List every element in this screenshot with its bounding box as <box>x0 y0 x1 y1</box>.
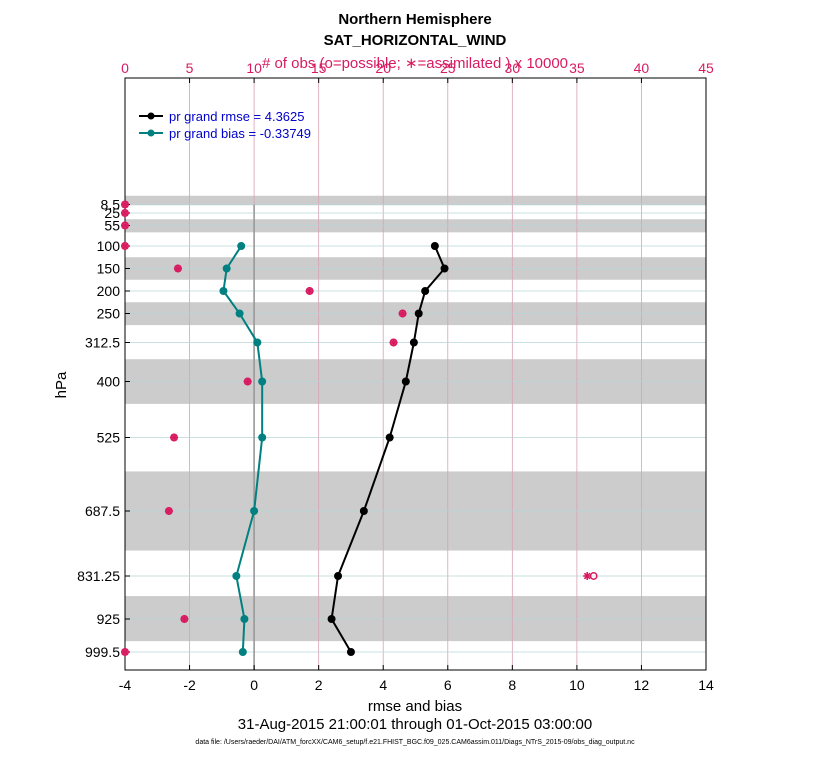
rmse-point <box>440 264 449 273</box>
top-axis-label: # of obs (o=possible; ∗=assimilated ) x … <box>262 55 568 72</box>
bias-point <box>258 377 267 386</box>
obs-assimilated-marker <box>121 242 129 250</box>
obs-assimilated-marker <box>121 648 129 656</box>
bias-point <box>258 433 267 442</box>
rmse-point <box>327 615 336 623</box>
x-tick-label: 8 <box>508 677 516 693</box>
top-tick-label: 10 <box>246 60 262 76</box>
rmse-point <box>385 433 394 442</box>
x-tick-label: 12 <box>634 677 650 693</box>
top-tick-label: 15 <box>311 60 327 76</box>
y-tick-label: 150 <box>97 261 121 277</box>
top-tick-label: 30 <box>505 60 521 76</box>
obs-assimilated-marker <box>121 209 129 217</box>
x-tick-label: 6 <box>444 677 452 693</box>
obs-assimilated-marker <box>305 287 314 295</box>
rmse-point <box>414 309 423 318</box>
top-tick-label: 5 <box>186 60 194 76</box>
y-tick-label: 25 <box>104 205 120 221</box>
top-tick-label: 45 <box>698 60 714 76</box>
plot-frame <box>124 77 707 671</box>
rmse-point <box>430 242 439 250</box>
obs-assimilated-marker <box>170 433 179 442</box>
obs-assimilated-marker <box>389 338 398 347</box>
x-tick-label: 2 <box>315 677 323 693</box>
date-range: 31-Aug-2015 21:00:01 through 01-Oct-2015… <box>238 716 592 733</box>
bias-point <box>232 572 241 580</box>
legend-entry: pr grand rmse = 4.3625 <box>169 109 305 124</box>
legend: pr grand rmse = 4.3625 pr grand bias = -0… <box>139 109 311 141</box>
rmse-point <box>334 572 343 580</box>
rmse-point <box>359 507 368 515</box>
x-tick-label: 10 <box>569 677 585 693</box>
bias-point <box>240 615 249 623</box>
obs-assimilated-marker <box>164 507 173 515</box>
y-tick-label: 687.5 <box>85 503 120 519</box>
y-tick-label: 250 <box>97 306 121 322</box>
y-tick-label: 200 <box>97 283 121 299</box>
data-file-note: data file: /Users/raeder/DAI/ATM_forcXX/… <box>195 739 635 746</box>
rmse-point <box>409 338 418 347</box>
y-tick-label: 400 <box>97 374 121 390</box>
obs-assimilated-marker <box>243 377 252 386</box>
bias-point <box>222 264 231 273</box>
legend-swatch-marker <box>147 129 155 137</box>
obs-assimilated-marker <box>121 200 129 209</box>
y-tick-label: 55 <box>104 218 120 234</box>
top-tick-labels: 0 5 10 15 20 25 30 35 40 45 <box>121 60 714 83</box>
top-tick-label: 20 <box>375 60 391 76</box>
y-axis-label: hPa <box>53 371 70 398</box>
top-tick-label: 0 <box>121 60 129 76</box>
bias-point <box>237 242 246 250</box>
x-tick-label: -4 <box>119 677 132 693</box>
x-axis-label: rmse and bias <box>368 698 462 715</box>
y-tick-label: 8.5 <box>101 197 121 213</box>
x-tick-label: 14 <box>698 677 714 693</box>
top-tick-label: 35 <box>569 60 585 76</box>
rmse-point <box>346 648 355 656</box>
obs-markers <box>121 200 598 656</box>
rmse-point <box>421 287 430 295</box>
shaded-band <box>125 195 706 206</box>
chart-subtitle: SAT_HORIZONTAL_WIND <box>324 32 507 49</box>
obs-assimilated-marker <box>583 572 592 580</box>
x-tick-label: 4 <box>379 677 387 693</box>
obs-assimilated-marker <box>173 264 182 273</box>
obs-assimilated-marker <box>398 309 407 318</box>
x-tick-labels: -4 -2 0 2 4 6 8 10 12 14 <box>119 665 714 693</box>
axes <box>124 77 707 671</box>
y-tick-label: 312.5 <box>85 335 120 351</box>
y-tick-label: 100 <box>97 238 121 254</box>
bias-point <box>219 287 228 295</box>
x-tick-label: -2 <box>183 677 196 693</box>
y-tick-label: 925 <box>97 611 121 627</box>
bias-point <box>253 338 262 347</box>
top-tick-label: 40 <box>634 60 650 76</box>
y-tick-label: 525 <box>97 430 121 446</box>
bias-point <box>250 507 259 515</box>
bias-point <box>235 309 244 318</box>
rmse-point <box>401 377 410 386</box>
legend-entry: pr grand bias = -0.33749 <box>169 126 311 141</box>
x-tick-label: 0 <box>250 677 258 693</box>
chart-title: Northern Hemisphere <box>338 11 491 28</box>
y-tick-label: 831.25 <box>77 568 120 584</box>
bias-point <box>238 648 247 656</box>
y-tick-label: 999.5 <box>85 644 120 660</box>
series-lines <box>219 242 449 656</box>
obs-assimilated-marker <box>121 221 129 230</box>
legend-swatch-marker <box>147 112 155 120</box>
obs-assimilated-marker <box>180 615 189 623</box>
top-tick-label: 25 <box>440 60 456 76</box>
